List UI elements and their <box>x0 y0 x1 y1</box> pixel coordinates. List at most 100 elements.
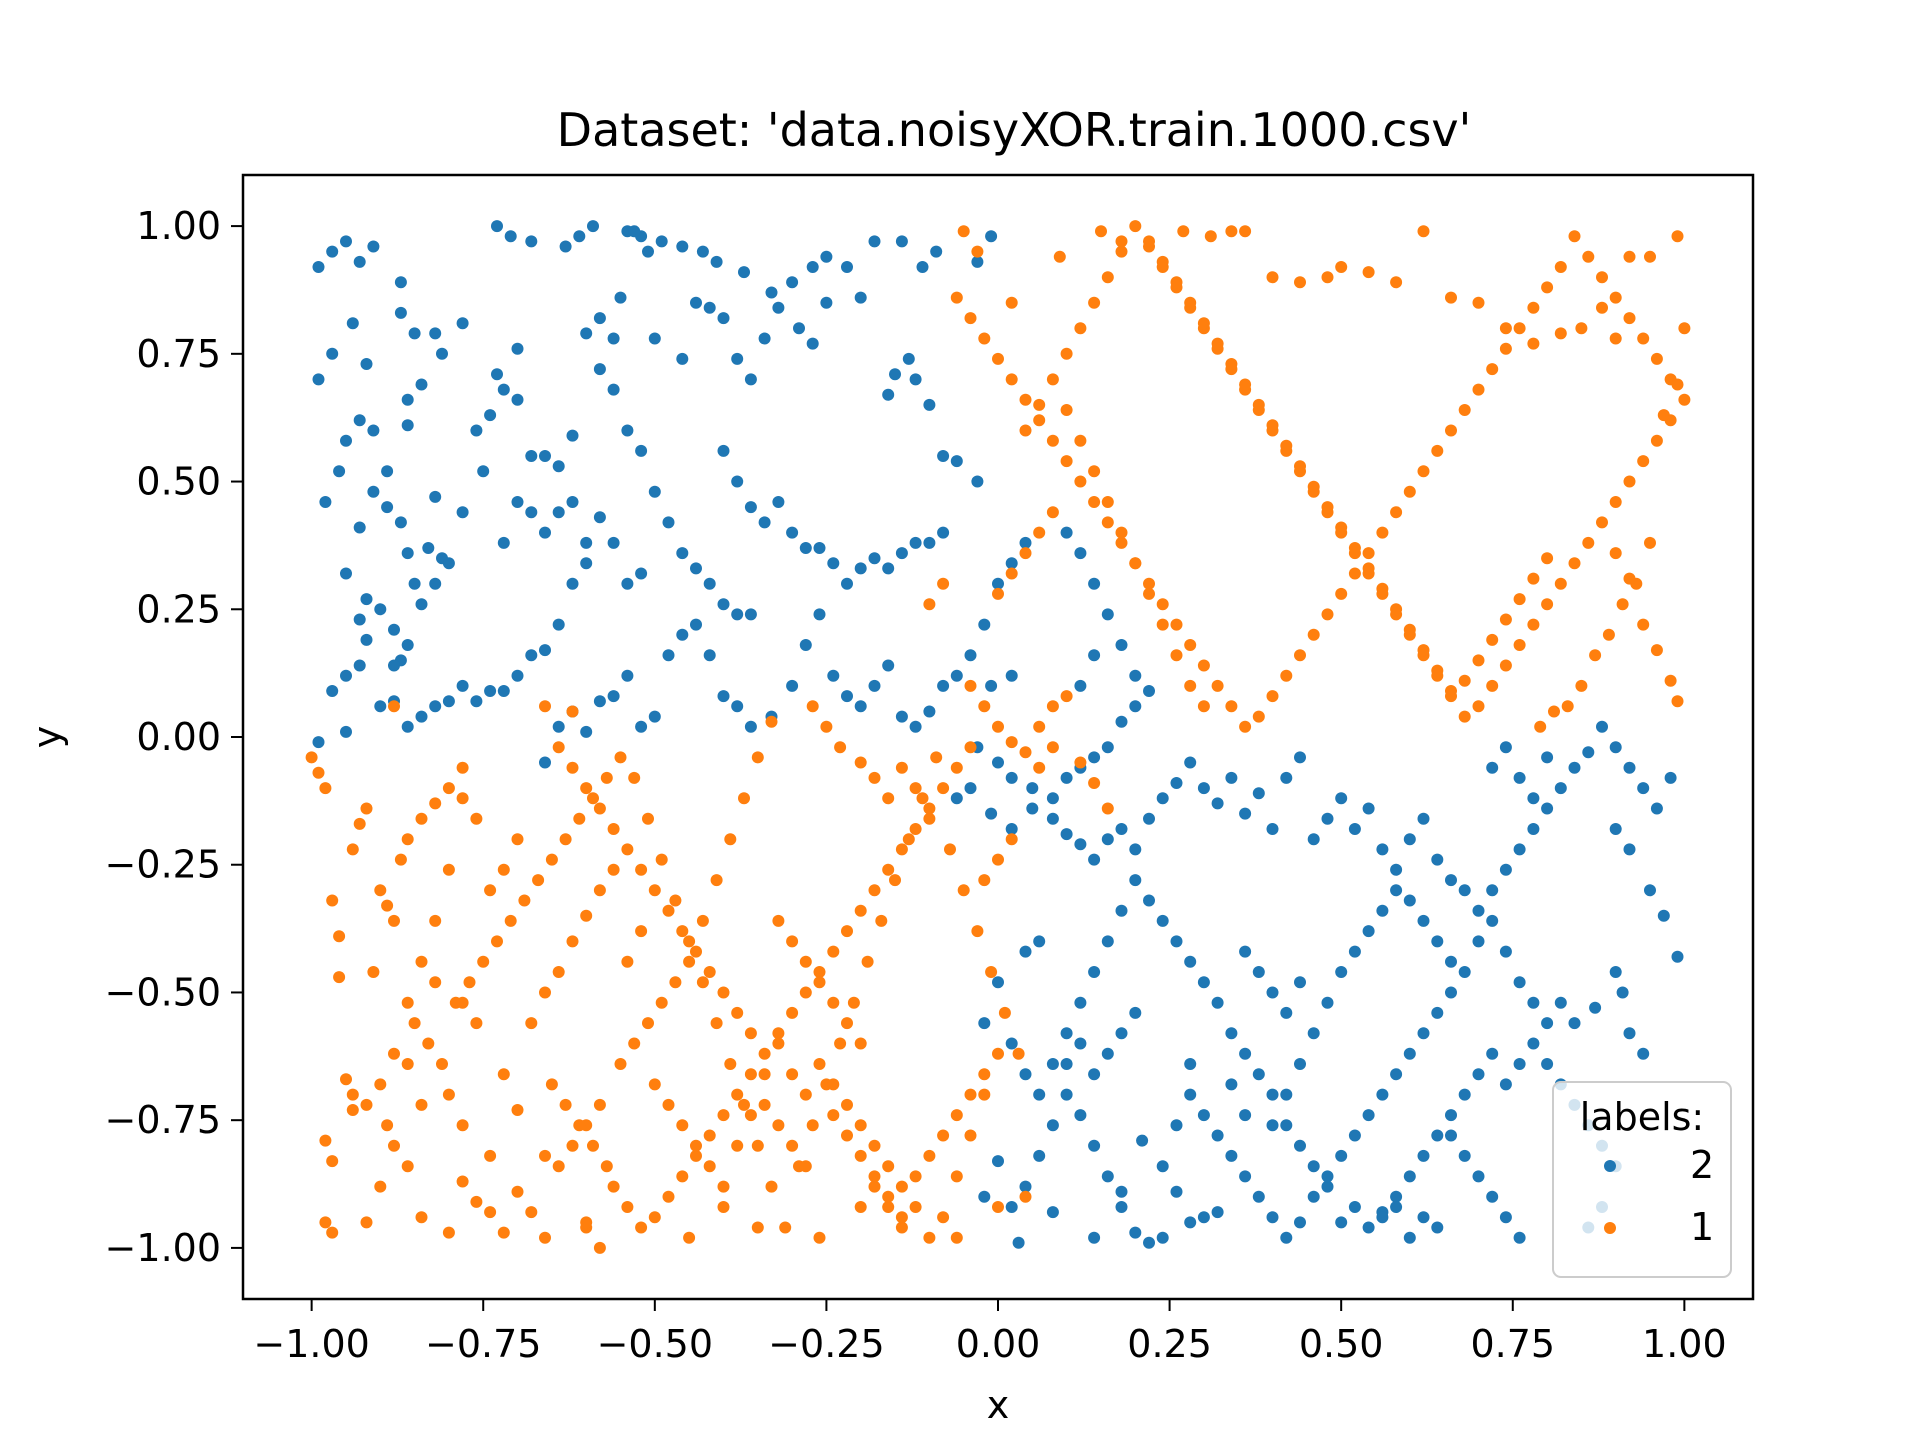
data-point <box>992 1155 1004 1168</box>
data-point <box>923 1231 936 1244</box>
data-point <box>456 506 469 519</box>
data-point <box>1554 782 1567 795</box>
data-point <box>436 1058 448 1070</box>
data-point <box>744 373 757 386</box>
data-point <box>1088 649 1101 662</box>
data-point <box>1101 516 1114 529</box>
x-axis: −1.00 −0.75 −0.50 −0.25 0.00 0.25 0.50 0.75 1.00 <box>253 1299 1727 1366</box>
data-point <box>1458 966 1471 978</box>
data-point <box>1088 751 1101 764</box>
data-point <box>1376 1088 1389 1101</box>
data-point <box>992 1201 1004 1213</box>
data-point <box>847 996 860 1009</box>
data-point <box>511 393 524 406</box>
data-point <box>1403 1047 1416 1060</box>
data-point <box>374 1078 387 1091</box>
legend-label-1: 1 <box>1690 1205 1714 1249</box>
data-point <box>1060 347 1073 360</box>
data-point <box>1417 465 1430 478</box>
data-point <box>683 955 696 968</box>
data-point <box>401 547 414 560</box>
data-point <box>1033 398 1046 411</box>
data-point <box>1362 1109 1375 1122</box>
data-point <box>1005 771 1018 784</box>
data-point <box>333 465 346 478</box>
data-point <box>1239 1170 1252 1183</box>
data-point <box>1101 741 1114 754</box>
data-point <box>1486 679 1499 692</box>
data-point <box>1513 1058 1526 1070</box>
data-point <box>751 751 764 764</box>
x-tick-label: −0.75 <box>425 1322 541 1366</box>
data-point <box>1307 833 1320 846</box>
data-point <box>1005 373 1018 386</box>
data-point <box>854 1119 867 1132</box>
data-point <box>717 312 730 325</box>
data-point <box>566 577 579 590</box>
data-point <box>1019 547 1032 560</box>
data-point <box>1527 618 1540 631</box>
data-point <box>820 250 833 263</box>
legend-box <box>1552 1081 1732 1278</box>
data-point <box>690 562 702 575</box>
data-point <box>429 700 442 713</box>
data-point <box>724 1058 737 1070</box>
data-point <box>1074 475 1087 488</box>
data-point <box>744 720 757 733</box>
data-point <box>566 429 579 442</box>
data-point <box>1225 1149 1238 1162</box>
data-point <box>895 1211 908 1224</box>
data-point <box>1060 455 1073 468</box>
data-point <box>1184 1058 1197 1070</box>
data-point <box>1472 700 1485 713</box>
data-point <box>937 450 950 462</box>
data-point <box>456 1175 469 1188</box>
data-point <box>1609 966 1622 978</box>
data-point <box>436 347 448 360</box>
data-point <box>607 690 620 703</box>
data-point <box>1252 710 1265 723</box>
data-point <box>669 976 682 989</box>
data-point <box>1499 613 1512 626</box>
data-point <box>895 547 908 560</box>
data-point <box>593 884 606 897</box>
data-point <box>415 812 428 825</box>
data-point <box>1458 1088 1471 1101</box>
data-point <box>1046 506 1059 519</box>
data-point <box>566 935 579 948</box>
data-point <box>1541 751 1554 764</box>
data-point <box>1527 996 1540 1009</box>
data-point <box>1609 547 1622 560</box>
data-point <box>1184 639 1197 651</box>
data-point <box>1671 695 1684 708</box>
data-point <box>580 536 593 549</box>
data-point <box>497 383 510 396</box>
data-point <box>1266 419 1279 432</box>
data-point <box>573 230 586 243</box>
data-point <box>1458 710 1471 723</box>
data-point <box>1390 863 1403 876</box>
legend-marker-1 <box>1604 1222 1616 1234</box>
data-point <box>827 1109 840 1122</box>
data-point <box>731 352 744 365</box>
data-point <box>992 720 1004 733</box>
data-point <box>1445 685 1457 697</box>
data-point <box>388 1139 400 1152</box>
data-point <box>614 1058 627 1070</box>
data-point <box>319 1134 332 1147</box>
data-point <box>799 639 812 651</box>
data-point <box>854 1037 867 1050</box>
data-point <box>1225 225 1238 238</box>
data-point <box>841 261 853 273</box>
data-point <box>1321 608 1334 621</box>
data-point <box>388 1047 400 1060</box>
data-point <box>1362 562 1375 575</box>
data-point <box>1026 802 1039 815</box>
data-point <box>724 833 737 846</box>
data-point <box>1403 1170 1416 1183</box>
data-point <box>401 419 414 432</box>
data-point <box>1095 225 1107 238</box>
data-point <box>717 690 730 703</box>
data-point <box>408 1017 421 1030</box>
data-point <box>827 669 840 682</box>
